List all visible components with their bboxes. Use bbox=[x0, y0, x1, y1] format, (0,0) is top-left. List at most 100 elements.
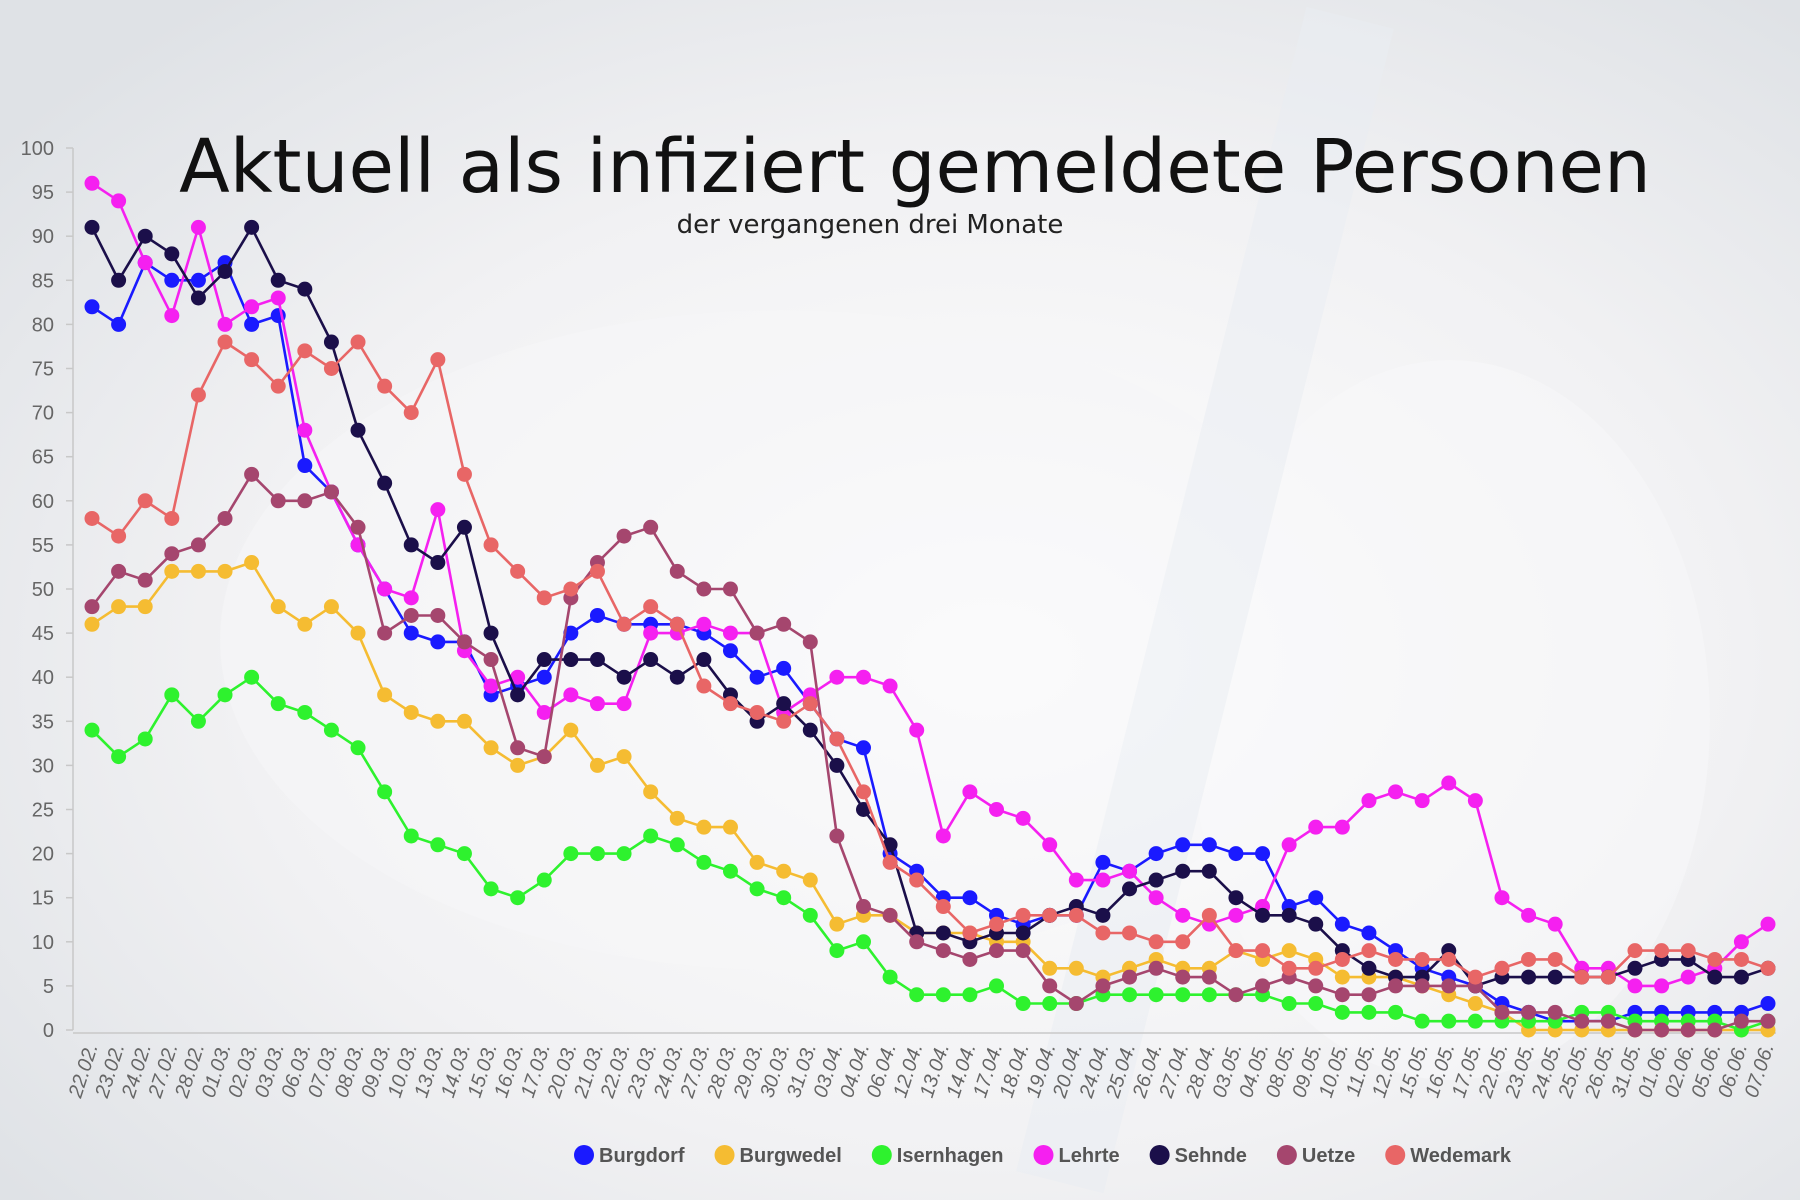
data-point[interactable] bbox=[1627, 960, 1643, 976]
data-point[interactable] bbox=[722, 696, 738, 712]
data-point[interactable] bbox=[297, 422, 313, 438]
data-point[interactable] bbox=[297, 493, 313, 509]
data-point[interactable] bbox=[164, 272, 180, 288]
data-point[interactable] bbox=[483, 678, 499, 694]
data-point[interactable] bbox=[1654, 943, 1670, 959]
data-point[interactable] bbox=[323, 722, 339, 738]
data-point[interactable] bbox=[1015, 996, 1031, 1012]
data-point[interactable] bbox=[430, 502, 446, 518]
data-point[interactable] bbox=[802, 722, 818, 738]
data-point[interactable] bbox=[1441, 1013, 1457, 1029]
data-point[interactable] bbox=[616, 669, 632, 685]
data-point[interactable] bbox=[855, 899, 871, 915]
data-point[interactable] bbox=[456, 713, 472, 729]
data-point[interactable] bbox=[722, 643, 738, 659]
data-point[interactable] bbox=[164, 546, 180, 562]
data-point[interactable] bbox=[1334, 916, 1350, 932]
data-point[interactable] bbox=[510, 890, 526, 906]
data-point[interactable] bbox=[1015, 943, 1031, 959]
data-point[interactable] bbox=[190, 387, 206, 403]
data-point[interactable] bbox=[1467, 1013, 1483, 1029]
data-point[interactable] bbox=[1308, 916, 1324, 932]
data-point[interactable] bbox=[510, 757, 526, 773]
data-point[interactable] bbox=[270, 493, 286, 509]
data-point[interactable] bbox=[297, 458, 313, 474]
data-point[interactable] bbox=[1521, 1004, 1537, 1020]
data-point[interactable] bbox=[669, 810, 685, 826]
data-point[interactable] bbox=[1361, 943, 1377, 959]
data-point[interactable] bbox=[350, 422, 366, 438]
data-point[interactable] bbox=[1255, 846, 1271, 862]
data-point[interactable] bbox=[1627, 943, 1643, 959]
data-point[interactable] bbox=[616, 616, 632, 632]
data-point[interactable] bbox=[270, 272, 286, 288]
data-point[interactable] bbox=[1654, 1022, 1670, 1038]
data-point[interactable] bbox=[137, 228, 153, 244]
data-point[interactable] bbox=[1733, 969, 1749, 985]
data-point[interactable] bbox=[483, 740, 499, 756]
data-point[interactable] bbox=[589, 696, 605, 712]
data-point[interactable] bbox=[1334, 987, 1350, 1003]
data-point[interactable] bbox=[244, 669, 260, 685]
data-point[interactable] bbox=[1281, 907, 1297, 923]
data-point[interactable] bbox=[1308, 960, 1324, 976]
data-point[interactable] bbox=[1068, 907, 1084, 923]
data-point[interactable] bbox=[696, 581, 712, 597]
data-point[interactable] bbox=[669, 837, 685, 853]
data-point[interactable] bbox=[589, 607, 605, 623]
data-point[interactable] bbox=[616, 528, 632, 544]
data-point[interactable] bbox=[962, 890, 978, 906]
data-point[interactable] bbox=[1175, 837, 1191, 853]
data-point[interactable] bbox=[696, 678, 712, 694]
data-point[interactable] bbox=[989, 802, 1005, 817]
data-point[interactable] bbox=[483, 652, 499, 668]
data-point[interactable] bbox=[1521, 951, 1537, 967]
data-point[interactable] bbox=[722, 581, 738, 597]
data-point[interactable] bbox=[510, 687, 526, 703]
data-point[interactable] bbox=[589, 757, 605, 773]
data-point[interactable] bbox=[1042, 960, 1058, 976]
data-point[interactable] bbox=[776, 696, 792, 712]
data-point[interactable] bbox=[882, 969, 898, 985]
data-point[interactable] bbox=[802, 634, 818, 650]
data-point[interactable] bbox=[1281, 943, 1297, 959]
data-point[interactable] bbox=[829, 731, 845, 747]
data-point[interactable] bbox=[616, 749, 632, 765]
data-point[interactable] bbox=[1414, 1013, 1430, 1029]
data-point[interactable] bbox=[1361, 987, 1377, 1003]
data-point[interactable] bbox=[270, 290, 286, 306]
data-point[interactable] bbox=[137, 599, 153, 615]
data-point[interactable] bbox=[643, 625, 659, 641]
data-point[interactable] bbox=[1095, 978, 1111, 994]
data-point[interactable] bbox=[190, 563, 206, 579]
data-point[interactable] bbox=[563, 687, 579, 703]
data-point[interactable] bbox=[84, 175, 100, 191]
legend-item-uetze[interactable]: Uetze bbox=[1276, 1145, 1355, 1167]
data-point[interactable] bbox=[111, 749, 127, 765]
data-point[interactable] bbox=[1228, 943, 1244, 959]
data-point[interactable] bbox=[84, 599, 100, 615]
data-point[interactable] bbox=[563, 581, 579, 597]
data-point[interactable] bbox=[111, 272, 127, 288]
data-point[interactable] bbox=[1042, 837, 1058, 853]
data-point[interactable] bbox=[1281, 837, 1297, 853]
data-point[interactable] bbox=[935, 987, 951, 1003]
data-point[interactable] bbox=[802, 872, 818, 888]
data-point[interactable] bbox=[1361, 1004, 1377, 1020]
data-point[interactable] bbox=[1175, 907, 1191, 923]
data-point[interactable] bbox=[563, 625, 579, 641]
data-point[interactable] bbox=[1015, 810, 1031, 826]
data-point[interactable] bbox=[696, 616, 712, 632]
data-point[interactable] bbox=[377, 687, 393, 703]
data-point[interactable] bbox=[190, 219, 206, 235]
data-point[interactable] bbox=[1228, 987, 1244, 1003]
data-point[interactable] bbox=[190, 537, 206, 553]
data-point[interactable] bbox=[749, 854, 765, 870]
data-point[interactable] bbox=[696, 652, 712, 668]
data-point[interactable] bbox=[829, 669, 845, 685]
data-point[interactable] bbox=[217, 687, 233, 703]
data-point[interactable] bbox=[217, 334, 233, 350]
data-point[interactable] bbox=[323, 334, 339, 350]
data-point[interactable] bbox=[829, 916, 845, 932]
data-point[interactable] bbox=[1361, 960, 1377, 976]
